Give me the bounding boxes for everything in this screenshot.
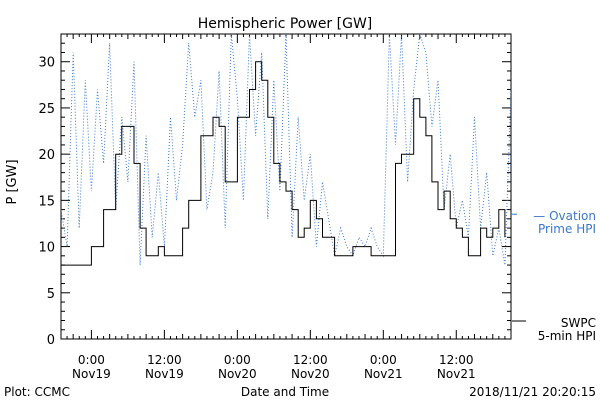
chart-title: Hemispheric Power [GW] (198, 16, 373, 32)
x-tick-label-time: 0:00 (370, 353, 397, 367)
x-tick-label-time: 0:00 (224, 353, 251, 367)
x-tick-label-time: 12:00 (147, 353, 182, 367)
y-tick-label: 20 (38, 148, 55, 163)
y-tick-label: 0 (47, 333, 55, 348)
x-tick-label-date: Nov19 (72, 367, 111, 381)
legend-ovation-line1: — Ovation (533, 209, 596, 223)
plot-layer: 0510152025300:00Nov1912:00Nov190:00Nov20… (38, 33, 517, 381)
legend-swpc-line2: 5-min HPI (538, 329, 596, 343)
x-tick-label-time: 0:00 (78, 353, 105, 367)
x-tick-label-date: Nov21 (437, 367, 476, 381)
y-tick-label: 5 (47, 287, 55, 302)
y-axis-label: P [GW] (5, 159, 20, 204)
x-tick-label-date: Nov20 (218, 367, 257, 381)
plot-source-text: Plot: CCMC (4, 385, 70, 399)
legend-swpc-line1: SWPC (561, 316, 596, 330)
series-ovation-prime-line (61, 34, 511, 266)
y-tick-label: 25 (38, 102, 55, 117)
series-swpc-line (61, 61, 506, 266)
y-tick-label: 15 (38, 194, 55, 209)
timestamp-text: 2018/11/21 20:20:15 (469, 385, 596, 399)
x-tick-label-date: Nov21 (364, 367, 403, 381)
x-axis-label: Date and Time (241, 385, 329, 399)
y-tick-label: 30 (38, 56, 55, 71)
x-tick-label-date: Nov19 (145, 367, 184, 381)
legend-ovation-line2: Prime HPI (538, 222, 596, 236)
y-tick-label: 10 (38, 241, 55, 256)
x-tick-label-time: 12:00 (439, 353, 474, 367)
x-tick-label-time: 12:00 (293, 353, 328, 367)
x-tick-label-date: Nov20 (291, 367, 330, 381)
